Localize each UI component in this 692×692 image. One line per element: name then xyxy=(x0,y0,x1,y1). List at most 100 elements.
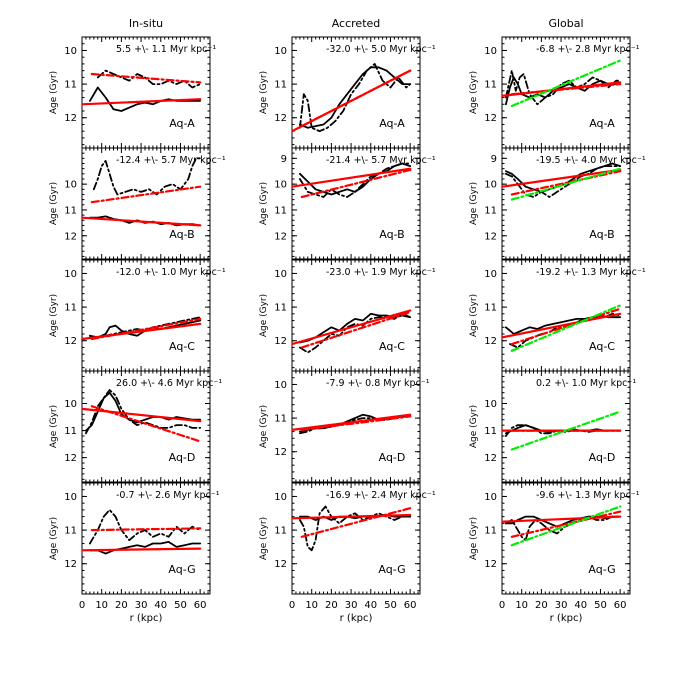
series-fit-dashdot xyxy=(90,185,202,204)
series-fit xyxy=(502,515,622,523)
series-profile-dashdot xyxy=(298,162,412,198)
series-fit-dashdot xyxy=(300,168,412,199)
y-tick-label: 11 xyxy=(484,303,497,314)
y-axis-label: Age (Gyr) xyxy=(469,182,479,225)
x-tick-label: 60 xyxy=(614,600,627,611)
y-tick-label: 10 xyxy=(274,269,287,280)
panel-series xyxy=(82,389,202,443)
x-tick-label: 0 xyxy=(499,600,505,611)
x-tick-label: 0 xyxy=(289,600,295,611)
x-tick-label: 50 xyxy=(594,600,607,611)
x-tick-label: 30 xyxy=(555,600,568,611)
y-axis-label: Age (Gyr) xyxy=(469,71,479,114)
y-tick-label: 10 xyxy=(484,46,497,57)
panel-accreted-C: 10 11 12 -23.0 +\- 1.9 Myr kpc⁻¹ Aq-C Age (Gy… xyxy=(259,259,436,372)
series-fit-global xyxy=(510,505,622,547)
y-tick-label: 11 xyxy=(274,526,287,537)
series-profile xyxy=(298,66,412,129)
series-fit-dashdot xyxy=(300,311,412,349)
y-tick-label: 11 xyxy=(64,303,77,314)
y-tick-label: 9 xyxy=(491,154,497,165)
series-fit xyxy=(502,312,622,339)
series-fit-global xyxy=(510,410,622,451)
y-axis-label: Age (Gyr) xyxy=(259,517,269,560)
y-tick-label: 10 xyxy=(484,399,497,410)
slope-annotation: 26.0 +\- 4.6 Myr kpc⁻¹ xyxy=(116,378,222,389)
y-axis-label: Age (Gyr) xyxy=(259,182,269,225)
y-tick-label: 10 xyxy=(64,46,77,57)
panel-frame xyxy=(291,370,421,483)
slope-annotation: -23.0 +\- 1.9 Myr kpc⁻¹ xyxy=(326,267,436,278)
y-tick-label: 12 xyxy=(274,447,287,458)
halo-label: Aq-C xyxy=(589,340,615,353)
panel-series xyxy=(82,508,202,555)
panel-insitu-D: 10 11 12 26.0 +\- 4.6 Myr kpc⁻¹ Aq-D Age (Gyr… xyxy=(49,370,222,483)
panel-accreted-A: 10 11 12 -32.0 +\- 5.0 Myr kpc⁻¹ Aq-A Age (Gy… xyxy=(259,36,436,149)
y-tick-label: 12 xyxy=(274,336,287,347)
y-tick-label: 10 xyxy=(274,46,287,57)
y-tick-label: 10 xyxy=(64,180,77,191)
panel-series xyxy=(502,304,622,352)
y-tick-label: 12 xyxy=(274,113,287,124)
slope-annotation: -32.0 +\- 5.0 Myr kpc⁻¹ xyxy=(326,44,436,55)
series-fit-dashdot xyxy=(90,405,202,443)
series-profile-dashdot xyxy=(92,157,202,196)
panel-series xyxy=(502,59,622,108)
series-profile xyxy=(298,162,412,196)
panel-insitu-G: 10 11 12 -0.7 +\- 2.6 Myr kpc⁻¹ Aq-G Age (Gyr… xyxy=(49,482,220,624)
series-fit-dashdot xyxy=(510,170,622,196)
halo-label: Aq-D xyxy=(169,451,196,464)
x-tick-label: 40 xyxy=(574,600,587,611)
halo-label: Aq-A xyxy=(169,117,195,130)
x-tick-label: 10 xyxy=(515,600,528,611)
series-fit xyxy=(292,167,412,188)
halo-label: Aq-C xyxy=(169,340,195,353)
series-fit-dashdot xyxy=(300,415,412,431)
y-tick-label: 12 xyxy=(64,231,77,242)
x-tick-label: 10 xyxy=(305,600,318,611)
series-fit xyxy=(82,407,202,423)
x-tick-label: 40 xyxy=(154,600,167,611)
y-tick-label: 12 xyxy=(484,113,497,124)
series-fit xyxy=(82,322,202,341)
series-profile xyxy=(504,76,622,106)
slope-annotation: -21.4 +\- 5.7 Myr kpc⁻¹ xyxy=(326,155,436,166)
panel-frame xyxy=(81,147,211,260)
series-fit-global xyxy=(510,304,622,352)
panel-frame xyxy=(501,147,631,260)
panel-series xyxy=(292,162,412,199)
panel-global-A: 10 11 12 -6.8 +\- 2.8 Myr kpc⁻¹ Aq-A Age (Gyr… xyxy=(469,36,640,149)
y-tick-label: 12 xyxy=(64,453,77,464)
panel-series xyxy=(292,309,412,354)
y-tick-label: 10 xyxy=(64,269,77,280)
series-fit xyxy=(82,98,202,106)
series-fit-dashdot xyxy=(90,317,202,341)
series-fit-dashdot xyxy=(300,69,412,128)
x-tick-label: 60 xyxy=(404,600,417,611)
panel-global-C: 10 11 12 -19.2 +\- 1.3 Myr kpc⁻¹ Aq-C Age (Gy… xyxy=(469,259,646,372)
x-tick-label: 20 xyxy=(115,600,128,611)
halo-label: Aq-C xyxy=(379,340,405,353)
slope-annotation: -9.6 +\- 1.3 Myr kpc⁻¹ xyxy=(536,490,640,501)
slope-annotation: -0.7 +\- 2.6 Myr kpc⁻¹ xyxy=(116,490,220,501)
x-axis-label: r (kpc) xyxy=(130,613,163,624)
halo-label: Aq-G xyxy=(168,563,195,576)
y-tick-label: 10 xyxy=(484,492,497,503)
halo-label: Aq-A xyxy=(379,117,405,130)
series-profile-dashdot xyxy=(89,316,202,339)
y-axis-label: Age (Gyr) xyxy=(49,182,59,225)
panel-series xyxy=(292,63,412,133)
panel-insitu-B: 10 11 12 -12.4 +\- 5.7 Myr kpc⁻¹ Aq-B Age (Gy… xyxy=(49,147,226,260)
y-tick-label: 10 xyxy=(274,492,287,503)
slope-annotation: 0.2 +\- 1.0 Myr kpc⁻¹ xyxy=(536,378,636,389)
halo-label: Aq-B xyxy=(379,228,404,241)
x-axis-label: r (kpc) xyxy=(550,613,583,624)
y-tick-label: 11 xyxy=(484,205,497,216)
series-profile-dashdot xyxy=(298,505,412,552)
y-axis-label: Age (Gyr) xyxy=(49,517,59,560)
y-tick-label: 10 xyxy=(484,269,497,280)
y-axis-label: Age (Gyr) xyxy=(49,294,59,337)
y-tick-label: 12 xyxy=(484,231,497,242)
y-tick-label: 10 xyxy=(274,380,287,391)
series-fit-global xyxy=(510,167,622,201)
